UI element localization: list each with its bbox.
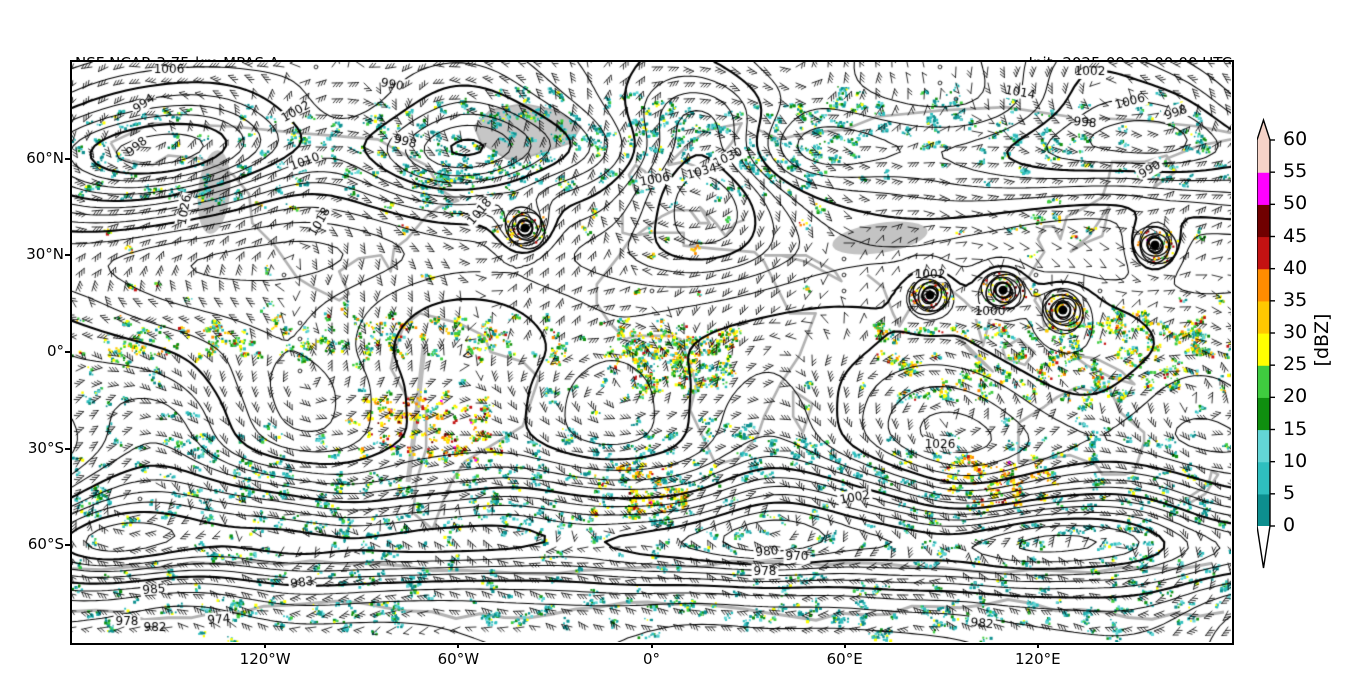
colorbar-segment bbox=[1257, 140, 1270, 173]
colorbar-segment bbox=[1257, 493, 1270, 527]
colorbar-tick-label: 10 bbox=[1283, 449, 1308, 472]
x-tick-label: 120°E bbox=[1015, 650, 1061, 668]
x-tick-mark bbox=[264, 643, 267, 648]
y-tick-mark bbox=[65, 157, 70, 160]
colorbar-segment bbox=[1257, 300, 1270, 334]
colorbar-segment bbox=[1257, 236, 1270, 270]
y-tick-label: 60°N bbox=[26, 148, 64, 167]
colorbar-segment bbox=[1257, 365, 1270, 398]
y-tick-mark bbox=[65, 254, 70, 257]
colorbar-tick-label: 30 bbox=[1283, 321, 1308, 343]
colorbar-segment bbox=[1257, 429, 1270, 463]
colorbar-tick-label: 40 bbox=[1283, 256, 1308, 279]
colorbar-tick-label: 15 bbox=[1283, 417, 1308, 440]
colorbar-tick-label: 20 bbox=[1283, 385, 1308, 408]
colorbar-tick-label: 55 bbox=[1283, 160, 1308, 183]
y-tick-label: 30°N bbox=[26, 245, 64, 264]
colorbar-segment bbox=[1257, 397, 1270, 431]
colorbar-tick-label: 60 bbox=[1283, 128, 1308, 150]
x-tick-label: 60°E bbox=[826, 650, 863, 668]
colorbar-tick-label: 50 bbox=[1283, 192, 1308, 215]
colorbar-under-arrow bbox=[1257, 526, 1270, 568]
colorbar-tick-label: 25 bbox=[1283, 353, 1308, 376]
colorbar-tick-label: 35 bbox=[1283, 288, 1308, 311]
colorbar-axis-label: [dBZ] bbox=[1311, 313, 1333, 367]
colorbar-segment bbox=[1257, 172, 1270, 205]
colorbar-tick-label: 45 bbox=[1283, 224, 1308, 247]
x-tick-label: 60°W bbox=[437, 650, 480, 668]
y-tick-mark bbox=[65, 544, 70, 547]
y-tick-mark bbox=[65, 447, 70, 450]
y-tick-label: 60°S bbox=[27, 535, 64, 554]
y-tick-mark bbox=[65, 351, 70, 353]
colorbar-segment bbox=[1257, 268, 1270, 302]
x-tick-label: 0° bbox=[642, 650, 661, 668]
x-tick-label: 120°W bbox=[239, 650, 291, 668]
colorbar-over-arrow bbox=[1257, 120, 1270, 140]
colorbar-segment bbox=[1257, 333, 1270, 366]
colorbar bbox=[1257, 117, 1275, 569]
colorbar-tick-label: 5 bbox=[1283, 481, 1296, 504]
y-tick-label: 30°S bbox=[27, 438, 64, 457]
x-tick-mark bbox=[1036, 643, 1039, 648]
weather-map bbox=[72, 62, 1231, 642]
colorbar-segment bbox=[1257, 204, 1270, 238]
x-tick-mark bbox=[650, 643, 653, 648]
y-tick-label: 0° bbox=[46, 342, 64, 360]
x-tick-mark bbox=[457, 643, 460, 648]
x-tick-mark bbox=[843, 643, 846, 648]
colorbar-segment bbox=[1257, 461, 1270, 495]
colorbar-tick-label: 0 bbox=[1283, 514, 1296, 536]
